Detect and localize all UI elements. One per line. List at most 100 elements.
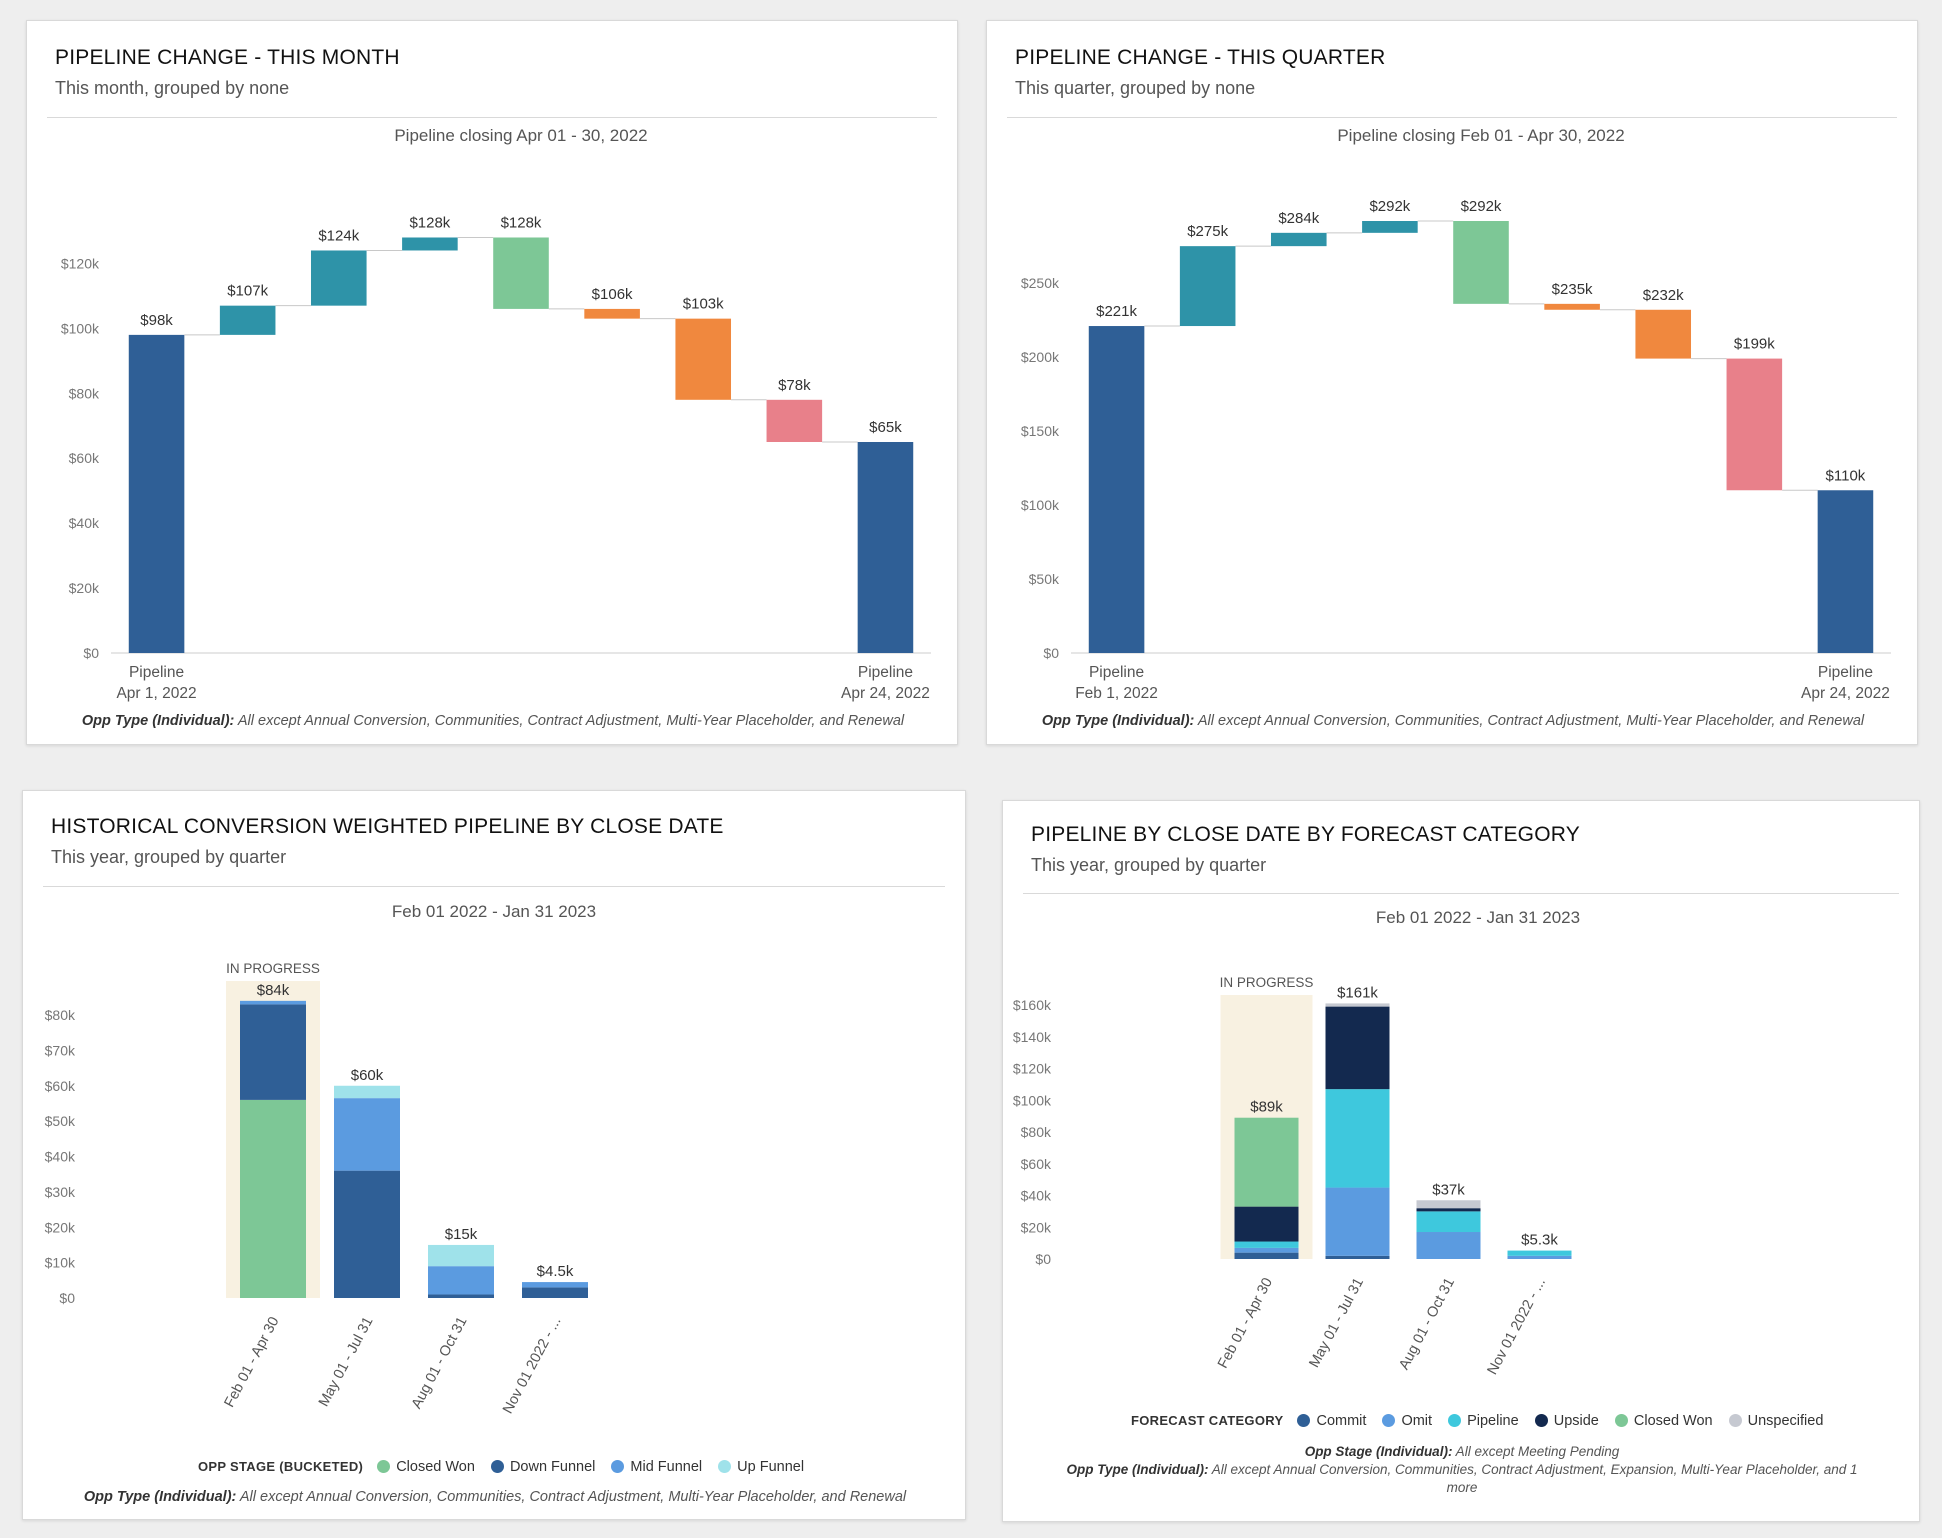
- waterfall-bar: [1817, 490, 1874, 653]
- data-label: $199k: [1734, 336, 1775, 353]
- card-pipeline-change-quarter: PIPELINE CHANGE - THIS QUARTER This quar…: [986, 20, 1918, 745]
- y-tick-label: $80k: [1021, 1124, 1052, 1140]
- stacked-bar-segment: [240, 1004, 306, 1100]
- legend-item-commit[interactable]: Commit: [1297, 1413, 1366, 1429]
- x-category-label: Aug 01 - Oct 31: [409, 1314, 471, 1411]
- card-title: PIPELINE CHANGE - THIS QUARTER: [1015, 46, 1386, 69]
- waterfall-bar: [1270, 232, 1327, 247]
- y-tick-label: $200k: [1021, 349, 1060, 365]
- y-tick-label: $100k: [1021, 497, 1060, 513]
- filter-footnote: Opp Type (Individual): All except Annual…: [23, 1489, 965, 1505]
- legend-item-closed-won[interactable]: Closed Won: [377, 1459, 475, 1475]
- total-label: $60k: [351, 1067, 384, 1084]
- stacked-bar-segment: [1325, 1255, 1390, 1259]
- footnote-text: All except Annual Conversion, Communitie…: [1208, 1462, 1858, 1477]
- data-label: $292k: [1461, 198, 1502, 215]
- legend-label: Omit: [1401, 1413, 1433, 1429]
- legend-label: Mid Funnel: [630, 1459, 703, 1475]
- waterfall-bar: [1179, 246, 1236, 327]
- footnote-label: Opp Type (Individual):: [1066, 1462, 1209, 1477]
- stacked-bar-segment: [522, 1287, 588, 1298]
- legend-label: Closed Won: [1633, 1413, 1713, 1429]
- y-tick-label: $60k: [45, 1078, 76, 1094]
- x-category-label: Nov 01 2022 - ...: [500, 1314, 564, 1416]
- footnote-label: Opp Type (Individual):: [83, 1489, 237, 1505]
- footnote-text: All except Annual Conversion, Communitie…: [234, 713, 905, 729]
- chart-caption: Pipeline closing Apr 01 - 30, 2022: [394, 126, 647, 145]
- legend: FORECAST CATEGORY Commit Omit Pipeline U…: [1131, 1413, 1835, 1429]
- legend-dot: [1382, 1414, 1396, 1427]
- data-label: $124k: [318, 227, 359, 244]
- legend-label: Unspecified: [1747, 1413, 1824, 1429]
- legend-item-closed-won[interactable]: Closed Won: [1614, 1413, 1713, 1429]
- legend-item-upside[interactable]: Upside: [1534, 1413, 1599, 1429]
- stacked-bar-segment: [240, 1000, 306, 1005]
- legend-dot: [377, 1460, 391, 1473]
- footnote-text: All except Annual Conversion, Communitie…: [236, 1489, 907, 1505]
- stacked-bar-chart-historical: Feb 01 2022 - Jan 31 2023 $0 $10k $20k $30k $…: [45, 902, 596, 1417]
- y-tick-label: $50k: [1029, 571, 1060, 587]
- x-category-label: May 01 - Jul 31: [316, 1314, 377, 1409]
- y-tick-label: $0: [83, 645, 99, 661]
- card-title: PIPELINE CHANGE - THIS MONTH: [55, 46, 400, 69]
- y-tick-label: $0: [1035, 1251, 1051, 1267]
- legend-label: Down Funnel: [509, 1459, 596, 1475]
- legend-dot: [611, 1460, 625, 1473]
- legend-item-pipeline[interactable]: Pipeline: [1448, 1413, 1519, 1429]
- x-category-label: Pipeline: [1089, 664, 1144, 681]
- data-label: $235k: [1552, 281, 1593, 298]
- footnote-label: Opp Type (Individual):: [81, 713, 235, 729]
- data-label: $128k: [409, 214, 450, 231]
- y-tick-label: $140k: [1013, 1029, 1052, 1045]
- legend-item-unspecified[interactable]: Unspecified: [1728, 1413, 1824, 1429]
- x-category-sublabel: Apr 24, 2022: [1801, 685, 1890, 702]
- in-progress-label: IN PROGRESS: [226, 961, 320, 976]
- waterfall-bar: [857, 442, 914, 653]
- legend-dot: [1614, 1414, 1628, 1427]
- y-tick-label: $100k: [1013, 1092, 1052, 1108]
- card-title: HISTORICAL CONVERSION WEIGHTED PIPELINE …: [51, 815, 724, 838]
- x-category-sublabel: Apr 1, 2022: [116, 685, 196, 702]
- legend-item-up-funnel[interactable]: Up Funnel: [718, 1459, 804, 1475]
- in-progress-label: IN PROGRESS: [1220, 975, 1314, 990]
- waterfall-bar: [310, 250, 367, 306]
- data-label: $128k: [501, 214, 542, 231]
- total-label: $89k: [1250, 1099, 1283, 1116]
- stacked-bar-segment: [1325, 1003, 1390, 1007]
- y-tick-label: $10k: [45, 1255, 76, 1271]
- stacked-bar-segment: [240, 1099, 306, 1298]
- stacked-bar-segment: [1507, 1255, 1572, 1259]
- data-label: $110k: [1826, 467, 1866, 484]
- divider: [47, 117, 937, 118]
- data-label: $107k: [227, 283, 268, 300]
- total-label: $161k: [1337, 984, 1378, 1001]
- total-label: $4.5k: [537, 1263, 574, 1280]
- x-category-sublabel: Apr 24, 2022: [841, 685, 930, 702]
- legend-title: OPP STAGE (BUCKETED): [198, 1459, 364, 1474]
- card-subtitle: This year, grouped by quarter: [51, 847, 287, 867]
- total-label: $37k: [1432, 1181, 1465, 1198]
- footnote-label: Opp Type (Individual):: [1041, 713, 1195, 729]
- x-category-sublabel: Feb 1, 2022: [1075, 685, 1158, 702]
- divider: [43, 886, 945, 887]
- legend-item-mid-funnel[interactable]: Mid Funnel: [611, 1459, 702, 1475]
- y-tick-label: $100k: [61, 320, 100, 336]
- legend-dot: [1534, 1414, 1548, 1427]
- card-historical-conversion: HISTORICAL CONVERSION WEIGHTED PIPELINE …: [22, 790, 966, 1520]
- legend-dot: [718, 1460, 732, 1473]
- legend-item-omit[interactable]: Omit: [1382, 1413, 1432, 1429]
- waterfall-bar: [1453, 221, 1509, 304]
- y-tick-label: $80k: [45, 1007, 76, 1023]
- y-tick-label: $0: [1043, 645, 1059, 661]
- waterfall-bar: [1635, 309, 1692, 359]
- stacked-bar-segment: [1234, 1252, 1299, 1259]
- legend-item-down-funnel[interactable]: Down Funnel: [490, 1459, 596, 1475]
- waterfall-bar: [584, 308, 640, 319]
- stacked-bar-segment: [334, 1085, 400, 1099]
- stacked-bar-segment: [1325, 1089, 1390, 1188]
- waterfall-bar: [128, 334, 185, 653]
- stacked-bar-segment: [522, 1282, 588, 1288]
- data-label: $275k: [1187, 223, 1228, 240]
- data-label: $98k: [140, 312, 173, 329]
- stacked-bar-segment: [428, 1244, 494, 1267]
